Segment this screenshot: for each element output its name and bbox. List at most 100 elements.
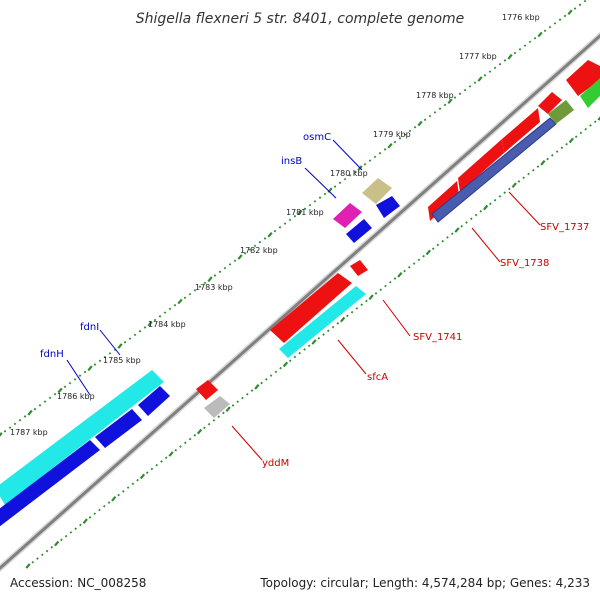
- scale-tick: [196, 428, 203, 435]
- scale-tick: [489, 202, 492, 206]
- scale-tick: [368, 294, 374, 301]
- scale-label-1779: 1779 kbp: [373, 130, 411, 139]
- scale-tick: [117, 493, 120, 497]
- scale-tick: [488, 70, 492, 73]
- scale-tick: [121, 490, 125, 493]
- scale-tick: [298, 351, 301, 355]
- scale-tick: [274, 370, 278, 374]
- scale-tick: [269, 374, 273, 377]
- scale-tick: [468, 85, 472, 88]
- scale-tick: [150, 467, 154, 471]
- scale-tick: [307, 344, 311, 348]
- gene-red-3: [502, 108, 540, 153]
- scale-tick: [393, 277, 397, 280]
- scale-tick: [350, 310, 354, 314]
- scale-tick: [50, 546, 54, 549]
- scale-tick: [18, 418, 22, 422]
- gene-blue-small-1: [376, 196, 400, 218]
- scale-tick: [25, 563, 31, 569]
- scale-tick: [222, 411, 225, 415]
- scale-track-dots: [0, 0, 600, 569]
- scale-tick: [193, 434, 197, 437]
- scale-tick: [373, 155, 377, 159]
- scale-tick: [293, 355, 297, 359]
- scale-tick: [465, 221, 468, 224]
- scale-tick: [543, 29, 547, 33]
- scale-tick: [563, 14, 567, 18]
- label-SFV_1741: SFV_1741: [413, 332, 462, 343]
- scale-tick: [528, 40, 532, 44]
- scale-label-1786: 1786 kbp: [57, 392, 95, 401]
- gene-cyan-sfca: [279, 286, 366, 358]
- scale-tick: [428, 114, 432, 118]
- scale-tick: [558, 18, 562, 21]
- scale-tick: [236, 400, 240, 404]
- scale-tick: [278, 226, 282, 229]
- scale-tick: [518, 48, 522, 51]
- scale-tick: [88, 516, 92, 519]
- scale-tick: [311, 339, 317, 345]
- scale-tick: [436, 243, 440, 247]
- scale-tick: [245, 392, 249, 396]
- scale-tick: [336, 322, 340, 325]
- scale-tick: [267, 231, 273, 238]
- scale-tick: [397, 271, 403, 278]
- scale-tick: [48, 396, 52, 400]
- scale-tick: [93, 363, 97, 366]
- label-yddM: yddM: [262, 458, 289, 469]
- scale-tick: [102, 504, 106, 508]
- scale-tick: [27, 409, 33, 416]
- scale-tick: [338, 181, 342, 185]
- scale-tick: [45, 549, 49, 553]
- scale-tick: [111, 495, 117, 502]
- scale-tick: [493, 198, 497, 202]
- scale-tick: [597, 116, 600, 121]
- scale-label-1785: 1785 kbp: [103, 356, 141, 365]
- scale-tick: [0, 432, 3, 437]
- label-SFV_1737: SFV_1737: [540, 222, 589, 233]
- scale-label-1784: 1784 kbp: [148, 320, 186, 329]
- scale-tick: [511, 182, 517, 189]
- label-sfcA: sfcA: [367, 372, 388, 383]
- scale-tick: [383, 148, 387, 151]
- scale-tick: [79, 523, 82, 527]
- scale-tick: [441, 239, 444, 243]
- scale-tick: [355, 307, 359, 310]
- scale-tick: [258, 240, 262, 244]
- scale-tick: [303, 207, 307, 211]
- scale-tick: [93, 512, 97, 516]
- gene-olive: [548, 100, 574, 124]
- scale-tick: [103, 355, 107, 359]
- scale-tick: [78, 374, 82, 377]
- scale-tick: [160, 460, 163, 463]
- gene-magenta: [333, 203, 362, 228]
- scale-tick: [493, 66, 497, 70]
- scale-tick: [163, 311, 167, 314]
- scale-tick: [365, 299, 368, 303]
- scale-tick: [139, 473, 146, 480]
- scale-tick: [147, 320, 153, 327]
- scale-tick: [218, 270, 222, 274]
- scale-tick: [454, 227, 460, 233]
- scale-tick: [231, 404, 235, 407]
- scale-tick: [183, 296, 187, 300]
- scale-tick: [431, 247, 435, 250]
- scale-labels: 1776 kbp 1777 kbp 1778 kbp 1779 kbp 1780…: [10, 13, 540, 437]
- scale-tick: [422, 254, 425, 258]
- scale-tick: [87, 365, 93, 372]
- scale-tick: [260, 381, 263, 385]
- scale-tick: [282, 361, 289, 368]
- label-fdnH: fdnH: [40, 349, 64, 360]
- scale-tick: [212, 419, 216, 422]
- scale-tick: [293, 214, 297, 218]
- scale-label-1778: 1778 kbp: [416, 91, 454, 100]
- label-SFV_1738: SFV_1738: [500, 258, 549, 269]
- scale-tick: [388, 280, 392, 284]
- scale-tick: [143, 326, 147, 329]
- scale-tick: [417, 120, 423, 127]
- label-osmC: osmC: [303, 132, 331, 143]
- scale-tick: [131, 482, 135, 486]
- scale-tick: [503, 191, 507, 194]
- scale-tick: [318, 196, 322, 199]
- scale-tick: [74, 527, 78, 530]
